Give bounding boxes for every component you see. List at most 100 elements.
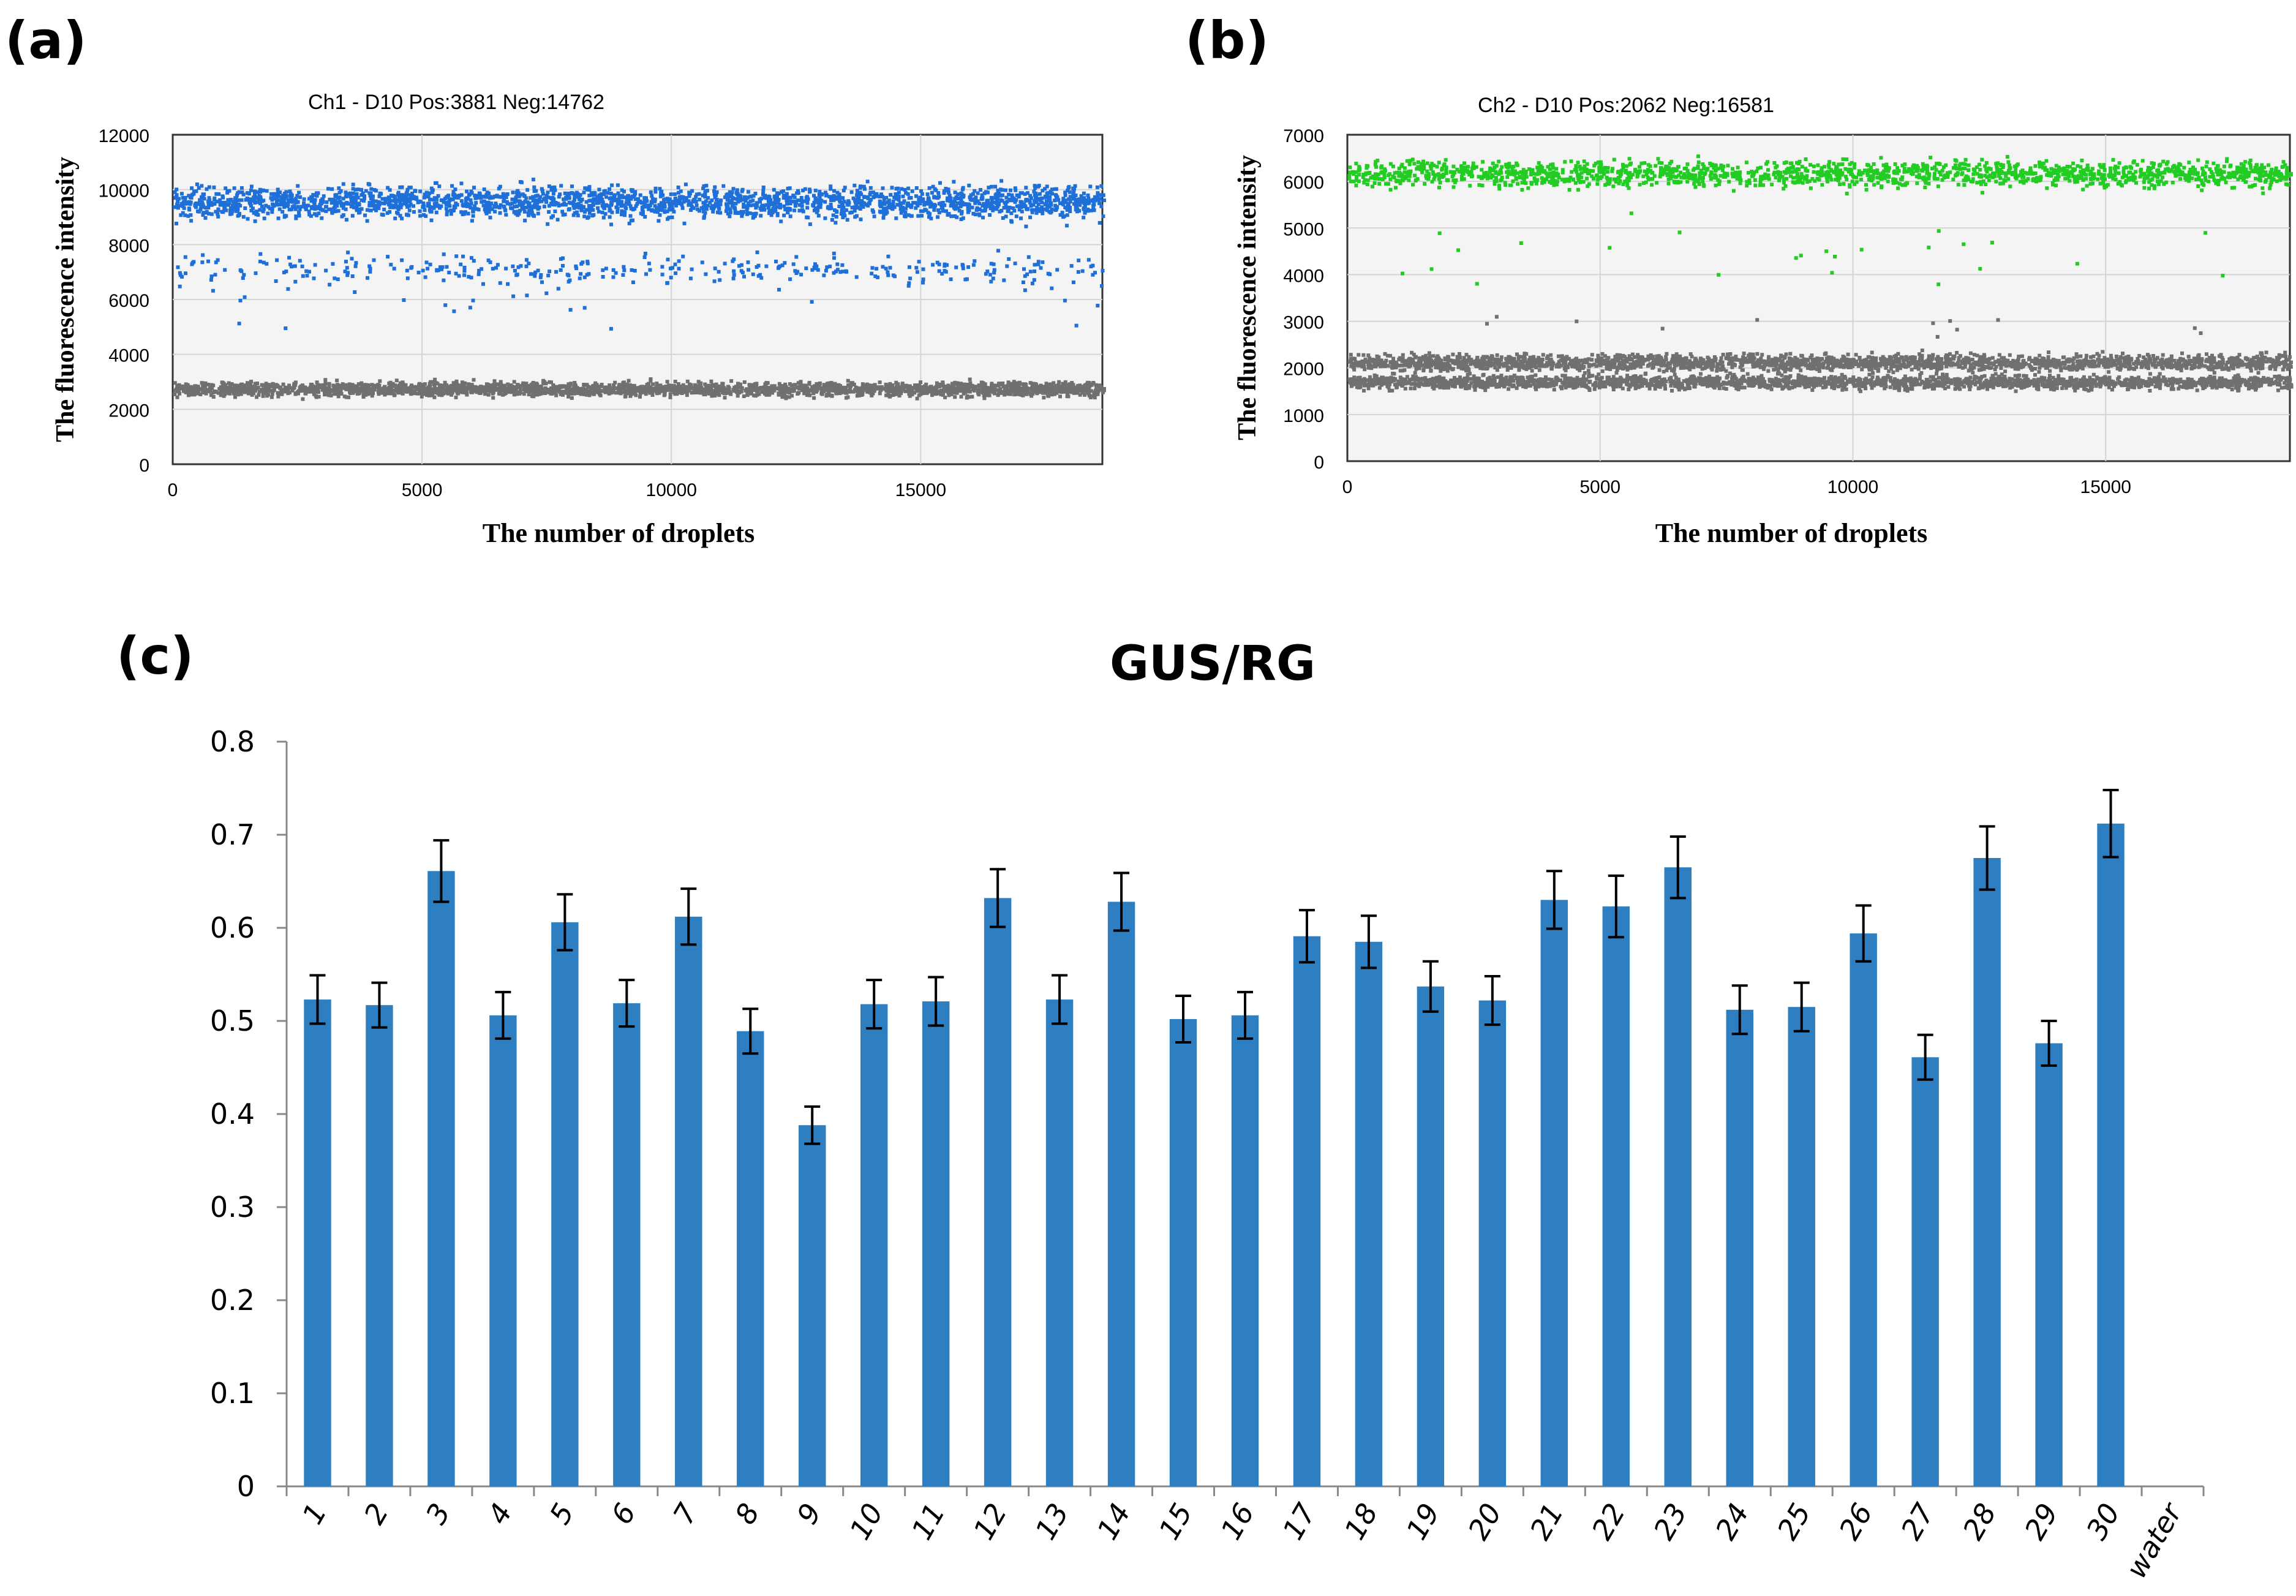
- c-ytick-label: 0.7: [210, 818, 255, 851]
- bar-28: [1973, 858, 2001, 1486]
- panel-b-points: [1347, 154, 2294, 393]
- bar-15: [1169, 1018, 1197, 1486]
- category-label-14: 14: [1091, 1498, 1137, 1546]
- category-label-25: 25: [1771, 1498, 1817, 1546]
- a-ytick-label: 2000: [108, 401, 149, 421]
- category-label-20: 20: [1461, 1498, 1508, 1546]
- bar-1: [304, 999, 331, 1486]
- error-bar-15: [1175, 994, 1192, 1044]
- error-bar-27: [1917, 1033, 1933, 1081]
- a-ytick-label: 6000: [108, 291, 149, 311]
- panel-a-ticks: 0 2000 4000 6000 8000 10000 12000 0 5000 10000 150…: [99, 126, 947, 500]
- bar-8: [737, 1031, 764, 1486]
- b-ytick-label: 2000: [1283, 359, 1324, 380]
- category-label-26: 26: [1832, 1498, 1879, 1546]
- error-bar-6: [619, 979, 635, 1028]
- category-label-1: 1: [296, 1498, 333, 1530]
- a-positive-low-droplets: [176, 249, 1105, 292]
- c-ytick-label: 0.1: [210, 1377, 255, 1410]
- c-ytick-label: 0.3: [210, 1191, 255, 1224]
- b-xtick-label: 0: [1342, 477, 1353, 497]
- a-ytick-label: 0: [139, 456, 149, 476]
- b-ytick-label: 5000: [1283, 219, 1324, 239]
- bar-9: [799, 1125, 826, 1486]
- bar-10: [860, 1004, 888, 1486]
- b-negative-droplets-high: [1347, 348, 2293, 376]
- b-ytick-label: 1000: [1283, 406, 1324, 426]
- bar-5: [551, 922, 579, 1486]
- c-ytick-label: 0.8: [210, 725, 255, 758]
- category-label-5: 5: [543, 1498, 580, 1530]
- category-label-19: 19: [1399, 1498, 1446, 1546]
- bar-26: [1850, 933, 1877, 1486]
- panel-b: (b) Ch2 - D10 Pos:2062 Neg:16581 0 1000 20…: [1185, 10, 2294, 548]
- b-negative-droplets-low: [1347, 371, 2294, 393]
- c-ytick-label: 0.4: [210, 1097, 255, 1131]
- b-ytick-label: 4000: [1283, 266, 1324, 286]
- category-label-2: 2: [358, 1498, 395, 1530]
- error-bar-24: [1731, 984, 1748, 1036]
- a-ytick-label: 4000: [108, 346, 149, 366]
- b-ytick-label: 6000: [1283, 173, 1324, 193]
- panel-b-xlabel: The number of droplets: [1655, 518, 1928, 548]
- bar-23: [1664, 867, 1692, 1486]
- bar-6: [613, 1003, 641, 1486]
- error-bar-28: [1979, 825, 1995, 891]
- category-label-10: 10: [843, 1498, 890, 1546]
- panel-c-category-labels: 1 2 3 4 5 6 7 8 9 10 11 12 13 14 15 16 17 18 19 20 21 22 23 24 2…: [296, 1496, 2189, 1584]
- error-bar-7: [680, 887, 697, 946]
- error-bar-23: [1669, 835, 1686, 900]
- bar-27: [1911, 1057, 1939, 1486]
- category-label-16: 16: [1214, 1498, 1260, 1546]
- error-bar-2: [371, 981, 388, 1029]
- bar-14: [1107, 902, 1135, 1486]
- error-bar-16: [1237, 990, 1253, 1040]
- panel-c-bars: [304, 823, 2125, 1486]
- bar-19: [1417, 986, 1445, 1486]
- error-bar-4: [495, 990, 511, 1040]
- a-ytick-label: 8000: [108, 236, 149, 256]
- error-bar-3: [433, 839, 450, 903]
- category-label-6: 6: [604, 1498, 642, 1530]
- category-label-29: 29: [2018, 1498, 2065, 1546]
- panel-a-label: (a): [5, 10, 86, 70]
- b-ytick-label: 0: [1314, 453, 1324, 473]
- b-ytick-label: 3000: [1283, 313, 1324, 333]
- a-negative-droplets: [173, 377, 1106, 401]
- bar-24: [1726, 1009, 1753, 1486]
- panel-a-ylabel: The fluorescence intensity: [51, 157, 80, 442]
- bar-13: [1045, 999, 1074, 1486]
- category-label-15: 15: [1153, 1498, 1199, 1546]
- category-label-8: 8: [728, 1498, 766, 1530]
- error-bar-13: [1052, 974, 1068, 1025]
- b-positive-droplets: [1347, 154, 2293, 195]
- a-ytick-label: 10000: [99, 181, 149, 201]
- error-bar-19: [1422, 960, 1439, 1013]
- panel-a: (a) Ch1 - D10 Pos:3881 Neg:14762 0 2000 40…: [5, 10, 1107, 548]
- category-label-24: 24: [1709, 1498, 1755, 1546]
- error-bar-30: [2102, 789, 2119, 859]
- error-bar-17: [1298, 909, 1315, 964]
- bar-20: [1478, 1000, 1507, 1486]
- error-bar-29: [2041, 1020, 2057, 1067]
- panel-c-title: GUS/RG: [1110, 636, 1315, 691]
- category-label-12: 12: [967, 1498, 1014, 1546]
- category-label-22: 22: [1585, 1498, 1632, 1546]
- panel-c-error-bars: [309, 789, 2119, 1145]
- a-xtick-label: 10000: [646, 480, 697, 500]
- error-bar-22: [1608, 874, 1624, 939]
- error-bar-11: [928, 976, 944, 1027]
- bar-16: [1231, 1015, 1259, 1486]
- a-xtick-label: 15000: [895, 480, 946, 500]
- c-ytick-label: 0.5: [210, 1004, 255, 1037]
- category-label-7: 7: [666, 1498, 704, 1530]
- a-xtick-label: 5000: [402, 480, 443, 500]
- a-xtick-label: 0: [168, 480, 178, 500]
- b-xtick-label: 15000: [2080, 477, 2131, 497]
- bar-21: [1540, 900, 1568, 1486]
- b-xtick-label: 10000: [1827, 477, 1878, 497]
- category-label-28: 28: [1956, 1498, 2003, 1546]
- category-label-11: 11: [905, 1498, 952, 1546]
